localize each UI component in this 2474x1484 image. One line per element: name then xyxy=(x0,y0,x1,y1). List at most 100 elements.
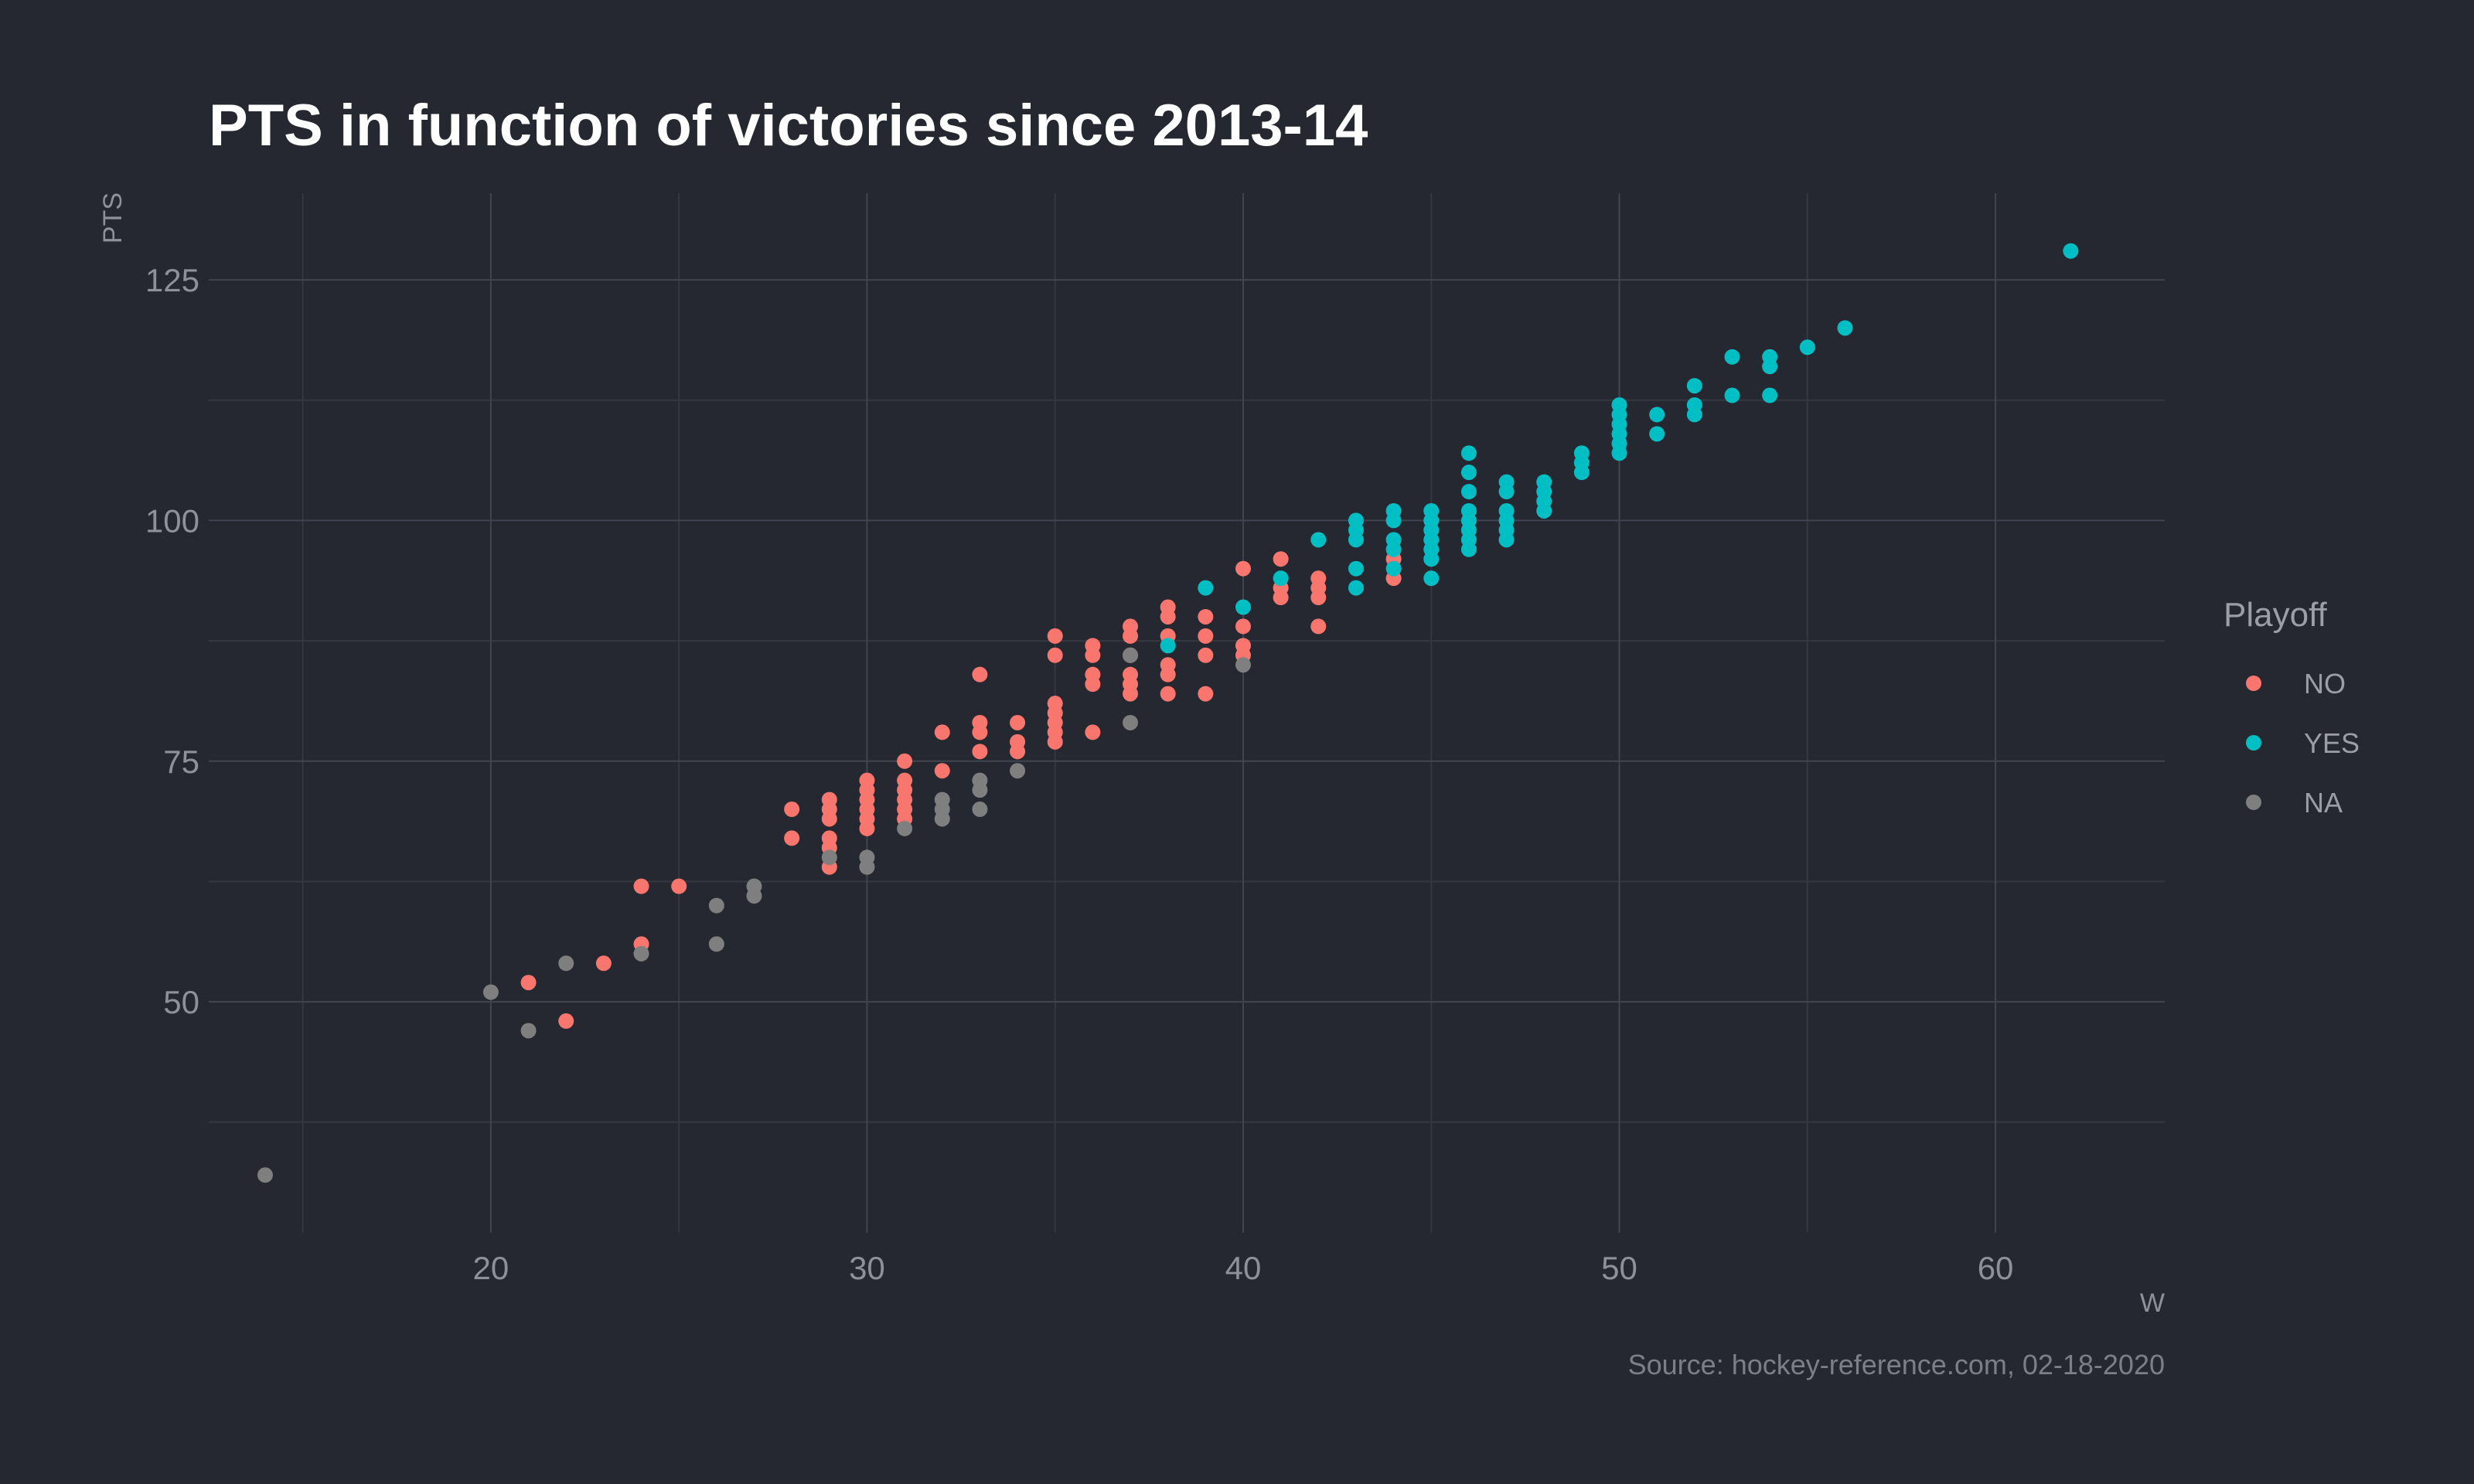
data-point-na xyxy=(746,878,762,894)
x-axis-title: W xyxy=(2140,1288,2165,1318)
data-point-yes xyxy=(1762,349,1778,365)
data-point-yes xyxy=(1460,484,1477,500)
data-point-no xyxy=(1160,599,1176,615)
x-tick-label: 60 xyxy=(1978,1250,2014,1286)
data-point-yes xyxy=(1460,465,1477,481)
data-point-yes xyxy=(1573,445,1590,461)
data-point-no xyxy=(1273,551,1289,567)
data-point-na xyxy=(972,802,988,818)
data-point-yes xyxy=(1348,580,1364,596)
data-point-na xyxy=(1123,714,1139,730)
y-axis-title: PTS xyxy=(98,192,128,243)
data-point-yes xyxy=(1724,387,1740,403)
data-point-no xyxy=(821,791,837,808)
data-point-no xyxy=(972,744,988,760)
data-point-yes xyxy=(1460,445,1477,461)
source-caption: Source: hockey-reference.com, 02-18-2020 xyxy=(1628,1349,2165,1380)
data-point-na xyxy=(821,849,837,866)
data-point-no xyxy=(784,802,800,818)
data-point-yes xyxy=(1385,532,1402,548)
data-point-na xyxy=(934,791,950,808)
data-point-no xyxy=(821,830,837,846)
legend-label-yes: YES xyxy=(2304,727,2360,759)
data-point-yes xyxy=(1385,560,1402,577)
data-point-no xyxy=(859,772,875,788)
data-point-no xyxy=(633,878,649,894)
data-point-no xyxy=(520,975,537,991)
data-point-na xyxy=(1010,763,1026,779)
data-point-yes xyxy=(1498,474,1515,490)
data-point-na xyxy=(897,820,913,836)
legend-title: Playoff xyxy=(2224,596,2327,634)
data-point-no xyxy=(1010,733,1026,750)
data-point-yes xyxy=(2063,243,2079,259)
data-point-na xyxy=(257,1167,273,1183)
data-point-no xyxy=(1047,628,1063,644)
data-point-no xyxy=(1123,618,1139,635)
data-point-no xyxy=(1198,628,1214,644)
data-point-no xyxy=(1160,686,1176,702)
chart-title: PTS in function of victories since 2013-… xyxy=(209,93,1368,158)
grid-lines xyxy=(209,193,2165,1233)
data-point-no xyxy=(1310,618,1327,635)
y-tick-label: 125 xyxy=(145,262,199,298)
legend-key-yes xyxy=(2246,735,2261,751)
data-point-no xyxy=(1047,696,1063,712)
data-point-no xyxy=(1235,638,1251,654)
legend: Playoff NO YES NA xyxy=(2224,596,2360,819)
legend-entries: NO YES NA xyxy=(2246,668,2360,819)
legend-key-na xyxy=(2246,795,2261,810)
data-point-na xyxy=(708,897,724,914)
data-point-yes xyxy=(1837,320,1853,336)
data-point-yes xyxy=(1686,378,1702,394)
data-point-yes xyxy=(1423,570,1440,587)
data-point-no xyxy=(934,724,950,740)
data-point-na xyxy=(482,984,499,1000)
data-point-no xyxy=(934,763,950,779)
data-point-na xyxy=(633,945,649,962)
y-tick-label: 50 xyxy=(163,984,199,1020)
data-point-no xyxy=(1198,647,1214,663)
x-tick-label: 20 xyxy=(473,1250,509,1286)
data-point-no xyxy=(784,830,800,846)
legend-label-no: NO xyxy=(2304,668,2346,699)
data-point-no xyxy=(595,955,612,972)
data-point-no xyxy=(1198,608,1214,625)
legend-label-na: NA xyxy=(2304,787,2343,819)
data-point-no xyxy=(897,753,913,769)
data-point-no xyxy=(972,714,988,730)
data-point-no xyxy=(1123,666,1139,682)
data-point-na xyxy=(558,955,574,972)
axis-ticks: 20 30 40 50 60 50 75 100 125 xyxy=(145,262,2013,1286)
data-point-no xyxy=(1160,657,1176,673)
data-point-na xyxy=(520,1023,537,1039)
data-point-yes xyxy=(1799,339,1815,356)
data-point-no xyxy=(972,666,988,682)
data-point-yes xyxy=(1348,560,1364,577)
data-point-no xyxy=(1198,686,1214,702)
legend-key-no xyxy=(2246,676,2261,691)
data-point-yes xyxy=(1498,502,1515,519)
data-point-no xyxy=(1310,570,1327,587)
x-tick-label: 50 xyxy=(1601,1250,1637,1286)
data-point-no xyxy=(1047,647,1063,663)
data-point-na xyxy=(1123,647,1139,663)
data-point-no xyxy=(1085,724,1101,740)
data-point-no xyxy=(1235,560,1251,577)
data-point-no xyxy=(1235,618,1251,635)
data-point-yes xyxy=(1198,580,1214,596)
data-point-yes xyxy=(1649,426,1665,442)
data-point-yes xyxy=(1686,397,1702,413)
data-point-na xyxy=(859,849,875,866)
data-point-na xyxy=(708,936,724,952)
x-tick-label: 30 xyxy=(849,1250,885,1286)
data-point-yes xyxy=(1423,502,1440,519)
y-tick-label: 100 xyxy=(145,502,199,539)
data-point-yes xyxy=(1724,349,1740,365)
data-point-no xyxy=(897,772,913,788)
data-points xyxy=(257,243,2079,1183)
data-point-yes xyxy=(1235,599,1251,615)
data-point-yes xyxy=(1348,512,1364,529)
data-point-yes xyxy=(1310,532,1327,548)
